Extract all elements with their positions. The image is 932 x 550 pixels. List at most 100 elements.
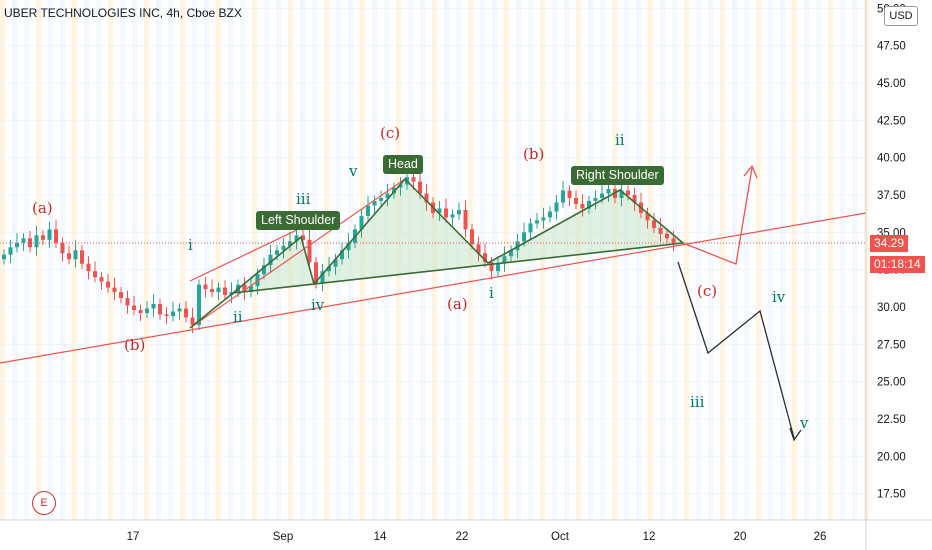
candle-series: [2, 167, 676, 334]
session-stripe: [540, 0, 545, 520]
session-stripe: [648, 0, 653, 520]
session-stripe: [264, 0, 269, 520]
candle-body: [320, 271, 325, 284]
left-shoulder-label: Left Shoulder: [256, 211, 341, 230]
session-stripe: [0, 0, 5, 520]
session-stripe: [756, 0, 761, 520]
session-stripe: [612, 0, 617, 520]
candle-body: [80, 250, 84, 264]
time-tick-label: Oct: [551, 531, 570, 543]
session-stripe: [168, 0, 173, 520]
candle-body: [255, 274, 260, 287]
earnings-badge[interactable]: E: [32, 491, 56, 515]
candle-body: [574, 198, 578, 204]
candle-body: [600, 193, 604, 199]
session-stripe: [564, 0, 569, 520]
wave-label-iv1: iv: [311, 296, 325, 314]
wave-label-a1: (a): [32, 199, 53, 217]
candle-body: [41, 235, 45, 240]
last-price-tag: 34.29: [870, 235, 909, 252]
price-tick-label: 45.00: [877, 78, 906, 90]
session-stripe: [708, 0, 713, 520]
price-tick-label: 30.00: [877, 302, 906, 314]
wave-label-b2: (b): [523, 145, 545, 163]
candle-body: [619, 190, 624, 199]
candle-body: [119, 292, 123, 299]
wave-label-v1: v: [349, 162, 358, 180]
candle-body: [197, 284, 201, 325]
session-stripe: [48, 0, 53, 520]
price-tick-label: 40.00: [877, 153, 906, 165]
time-tick-label: 20: [734, 531, 747, 543]
currency-button[interactable]: USD: [884, 6, 918, 26]
session-stripe: [636, 0, 641, 520]
candle-body: [171, 311, 175, 316]
session-stripe: [24, 0, 29, 520]
candle-body: [587, 200, 591, 209]
candle-body: [333, 259, 338, 267]
session-stripe: [804, 0, 809, 520]
session-stripe: [36, 0, 41, 520]
candle-body: [424, 193, 429, 203]
candle-body: [249, 286, 253, 293]
candle-body: [463, 209, 468, 230]
price-tick-label: 22.50: [877, 414, 906, 426]
pattern-region: [233, 237, 314, 293]
candle-body: [483, 253, 487, 263]
projection-arrowhead: [743, 164, 758, 179]
candle-body: [112, 287, 117, 293]
time-tick-label: 14: [374, 531, 387, 543]
session-stripe: [720, 0, 725, 520]
candle-body: [580, 203, 585, 209]
wave-label-a2: (a): [447, 295, 468, 313]
session-stripe: [132, 0, 137, 520]
session-stripe: [684, 0, 689, 520]
session-stripe: [312, 0, 317, 520]
symbol-header[interactable]: UBER TECHNOLOGIES INC, 4h, Cboe BZX: [4, 6, 242, 20]
candle-body: [665, 233, 669, 239]
candle-body: [509, 250, 513, 257]
price-tick-label: 17.50: [877, 489, 906, 501]
candle-body: [138, 309, 143, 313]
candle-body: [658, 227, 663, 234]
candle-body: [418, 181, 422, 194]
candle-body: [60, 242, 65, 254]
candle-body: [314, 262, 318, 284]
bullish-projection: [682, 167, 753, 265]
session-stripe: [516, 0, 521, 520]
candle-body: [151, 304, 156, 309]
candle-body: [437, 208, 442, 213]
candle-body: [372, 200, 377, 206]
session-stripe: [624, 0, 629, 520]
session-stripe: [744, 0, 749, 520]
price-tick-label: 20.00: [877, 451, 906, 463]
candle-body: [47, 229, 52, 240]
session-stripe: [108, 0, 113, 520]
candle-body: [444, 208, 448, 218]
candle-body: [561, 190, 565, 203]
candle-body: [385, 193, 390, 199]
candle-body: [379, 198, 383, 201]
candle-body: [398, 184, 403, 188]
session-stripe: [828, 0, 833, 520]
candle-body: [125, 298, 130, 306]
candle-body: [132, 305, 136, 310]
candle-body: [346, 242, 351, 251]
wave-label-iv2: iv: [772, 288, 786, 306]
candle-body: [281, 245, 286, 251]
trend-line: [0, 212, 867, 364]
price-tick-label: 37.50: [877, 190, 906, 202]
candle-body: [158, 304, 162, 315]
candle-body: [554, 202, 559, 212]
session-stripe: [120, 0, 125, 520]
candle-body: [223, 287, 227, 296]
candle-body: [262, 265, 266, 275]
candle-body: [164, 314, 169, 316]
candle-body: [476, 244, 481, 254]
candle-body: [275, 250, 279, 255]
candle-body: [470, 229, 474, 245]
candle-body: [15, 242, 19, 248]
session-stripe: [180, 0, 185, 520]
